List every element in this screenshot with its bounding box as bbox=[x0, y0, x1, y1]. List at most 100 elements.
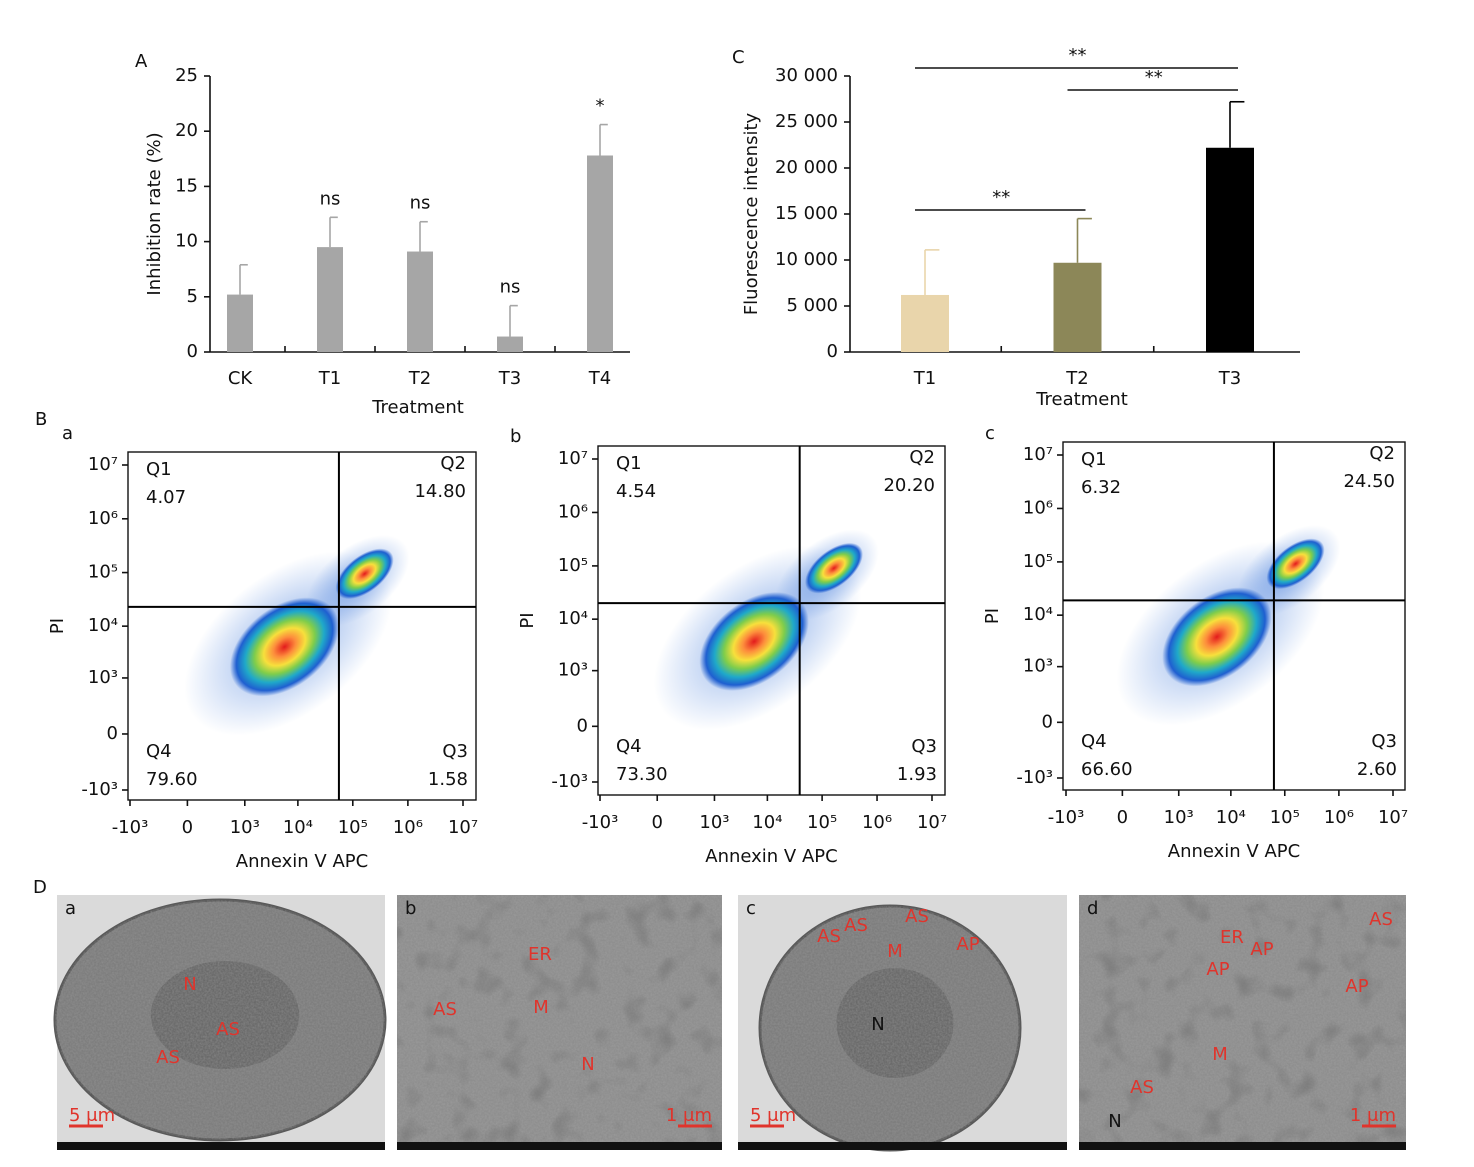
annotation: AS bbox=[216, 1019, 240, 1040]
y-tick-label: -10³ bbox=[551, 771, 588, 792]
significance-label: ns bbox=[410, 193, 431, 214]
quadrant-value: 66.60 bbox=[1081, 759, 1133, 780]
annotation: ER bbox=[1220, 927, 1244, 948]
info-strip bbox=[738, 1142, 1067, 1150]
group-label: B bbox=[35, 409, 47, 430]
x-tick-label: T3 bbox=[498, 368, 521, 389]
y-tick-label: 0 bbox=[187, 341, 198, 362]
x-axis-label: Annexin V APC bbox=[1168, 841, 1300, 862]
bar bbox=[587, 155, 613, 352]
y-tick-label: 10⁵ bbox=[1023, 551, 1053, 572]
x-tick-label: 10³ bbox=[230, 817, 260, 838]
x-axis-label: Annexin V APC bbox=[236, 851, 368, 872]
significance-label: * bbox=[596, 96, 605, 117]
x-tick-label: T3 bbox=[1218, 368, 1241, 389]
quadrant-name: Q2 bbox=[909, 447, 935, 468]
bar bbox=[407, 251, 433, 352]
x-tick-label: 10⁶ bbox=[862, 812, 892, 833]
x-tick-label: 10⁵ bbox=[338, 817, 368, 838]
annotation: M bbox=[1212, 1044, 1228, 1065]
annotation: AS bbox=[905, 906, 929, 927]
annotation: AS bbox=[844, 915, 868, 936]
x-tick-label: T2 bbox=[1065, 368, 1088, 389]
panel-label: b bbox=[510, 426, 521, 447]
scale-bar-label: 5 μm bbox=[69, 1105, 115, 1126]
quadrant-name: Q1 bbox=[616, 453, 642, 474]
y-tick-label: 0 bbox=[1042, 711, 1053, 732]
subpanel-label: a bbox=[65, 898, 76, 919]
density-cloud bbox=[804, 542, 863, 594]
y-tick-label: 20 bbox=[175, 120, 198, 141]
quadrant-value: 4.54 bbox=[616, 481, 656, 502]
x-tick-label: 10⁴ bbox=[283, 817, 313, 838]
annotation: AS bbox=[817, 926, 841, 947]
panel-label: a bbox=[62, 423, 73, 444]
y-axis-label: PI bbox=[517, 612, 538, 628]
quadrant-name: Q3 bbox=[1371, 731, 1397, 752]
annotation: ER bbox=[528, 944, 552, 965]
subpanel-label: b bbox=[405, 898, 416, 919]
scale-bar-label: 1 μm bbox=[1350, 1105, 1396, 1126]
annotation: AS bbox=[433, 999, 457, 1020]
annotation: AP bbox=[1345, 976, 1368, 997]
texture-dark bbox=[1079, 895, 1406, 1150]
info-strip bbox=[397, 1142, 722, 1150]
x-tick-label: 10³ bbox=[699, 812, 729, 833]
subpanel-label: c bbox=[746, 898, 756, 919]
y-tick-label: 0 bbox=[827, 341, 838, 362]
quadrant-value: 6.32 bbox=[1081, 477, 1121, 498]
annotation: AP bbox=[1206, 959, 1229, 980]
y-tick-label: -10³ bbox=[1016, 767, 1053, 788]
annotation: AS bbox=[156, 1047, 180, 1068]
y-tick-label: 10⁷ bbox=[1023, 444, 1053, 465]
quadrant-value: 4.07 bbox=[146, 487, 186, 508]
quadrant-name: Q1 bbox=[1081, 449, 1107, 470]
y-tick-label: 10⁵ bbox=[88, 562, 118, 583]
quadrant-value: 79.60 bbox=[146, 769, 198, 790]
x-tick-label: 10⁷ bbox=[917, 812, 947, 833]
x-tick-label: 10⁷ bbox=[1378, 807, 1408, 828]
quadrant-name: Q4 bbox=[146, 741, 172, 762]
y-tick-label: 10⁵ bbox=[558, 555, 588, 576]
quadrant-name: Q4 bbox=[616, 736, 642, 757]
x-tick-label: 10⁶ bbox=[1324, 807, 1354, 828]
x-tick-label: -10³ bbox=[1048, 807, 1085, 828]
scale-bar-label: 1 μm bbox=[666, 1105, 712, 1126]
x-axis-label: Treatment bbox=[371, 397, 464, 418]
panel-label: C bbox=[732, 47, 745, 68]
x-tick-label: 0 bbox=[182, 817, 193, 838]
bar bbox=[317, 247, 343, 352]
y-tick-label: -10³ bbox=[81, 779, 118, 800]
y-axis-label: Fluorescence intensity bbox=[741, 112, 762, 315]
y-axis-label: Inhibition rate (%) bbox=[144, 132, 165, 295]
quadrant-value: 1.58 bbox=[428, 769, 468, 790]
plot-frame bbox=[1062, 441, 1406, 791]
significance-label: ns bbox=[320, 188, 341, 209]
y-tick-label: 10⁴ bbox=[1023, 604, 1053, 625]
annotation: M bbox=[533, 997, 549, 1018]
y-tick-label: 25 000 bbox=[775, 111, 838, 132]
bar bbox=[227, 294, 253, 352]
x-axis-label: Treatment bbox=[1035, 389, 1128, 410]
y-tick-label: 5 bbox=[187, 286, 198, 307]
plot-frame bbox=[597, 445, 946, 796]
y-tick-label: 5 000 bbox=[786, 295, 838, 316]
annotation: AP bbox=[956, 934, 979, 955]
x-axis-label: Annexin V APC bbox=[705, 846, 837, 867]
y-tick-label: 20 000 bbox=[775, 157, 838, 178]
quadrant-value: 2.60 bbox=[1357, 759, 1397, 780]
y-tick-label: 25 bbox=[175, 65, 198, 86]
y-tick-label: 10⁴ bbox=[88, 615, 118, 636]
x-tick-label: -10³ bbox=[582, 812, 619, 833]
density-cloud bbox=[699, 591, 809, 691]
y-tick-label: 10⁶ bbox=[1023, 497, 1053, 518]
x-tick-label: 10⁴ bbox=[752, 812, 782, 833]
quadrant-value: 1.93 bbox=[897, 764, 937, 785]
y-tick-label: 10³ bbox=[558, 660, 588, 681]
y-tick-label: 10⁶ bbox=[88, 508, 118, 529]
micrograph: a N AS AS 5 μm bbox=[53, 895, 387, 1150]
annotation: AP bbox=[1250, 939, 1273, 960]
y-tick-label: 10⁴ bbox=[558, 608, 588, 629]
bar bbox=[901, 294, 949, 352]
scale-bar-label: 5 μm bbox=[750, 1105, 796, 1126]
